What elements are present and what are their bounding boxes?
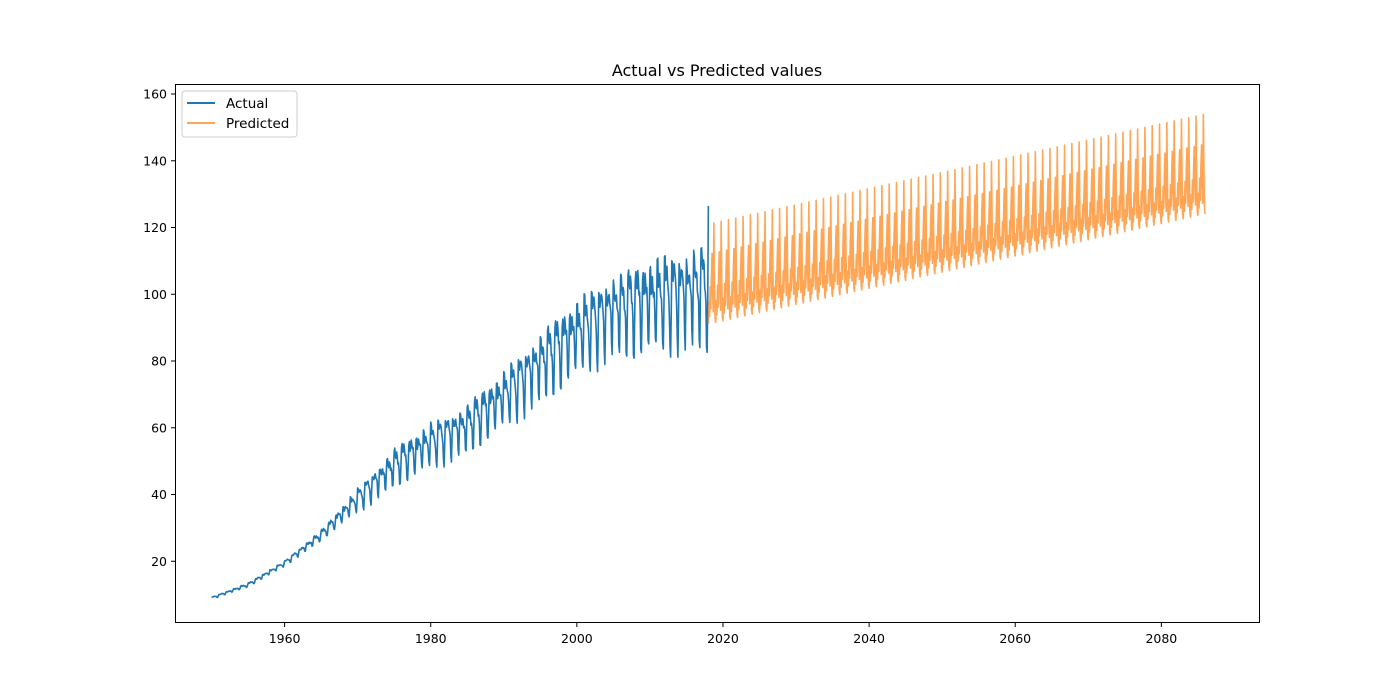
series-layer xyxy=(211,113,1206,599)
x-tick-label: 2020 xyxy=(707,631,739,646)
chart-title: Actual vs Predicted values xyxy=(612,61,822,80)
y-tick-label: 60 xyxy=(151,420,167,435)
x-tick-label: 1960 xyxy=(269,631,301,646)
plot-frame xyxy=(175,84,1260,623)
predicted-series-line xyxy=(707,113,1206,324)
y-axis: 20 40 60 80 100 120 140 160 xyxy=(143,87,175,569)
actual-series-line xyxy=(211,205,710,599)
x-tick-label: 2060 xyxy=(999,631,1031,646)
x-tick-label: 2080 xyxy=(1145,631,1177,646)
y-tick-label: 80 xyxy=(151,354,167,369)
x-tick-label: 2000 xyxy=(561,631,593,646)
legend-label-actual: Actual xyxy=(226,96,268,112)
y-tick-label: 140 xyxy=(143,153,167,168)
y-tick-label: 20 xyxy=(151,554,167,569)
y-tick-label: 120 xyxy=(143,220,167,235)
x-axis: 1960 1980 2000 2020 2040 2060 2080 xyxy=(269,623,1177,646)
y-tick-label: 40 xyxy=(151,487,167,502)
legend-label-predicted: Predicted xyxy=(226,116,289,132)
y-tick-label: 100 xyxy=(143,287,167,302)
x-tick-label: 2040 xyxy=(853,631,885,646)
x-tick-label: 1980 xyxy=(415,631,447,646)
legend: Actual Predicted xyxy=(181,90,298,138)
y-tick-label: 160 xyxy=(143,87,167,102)
